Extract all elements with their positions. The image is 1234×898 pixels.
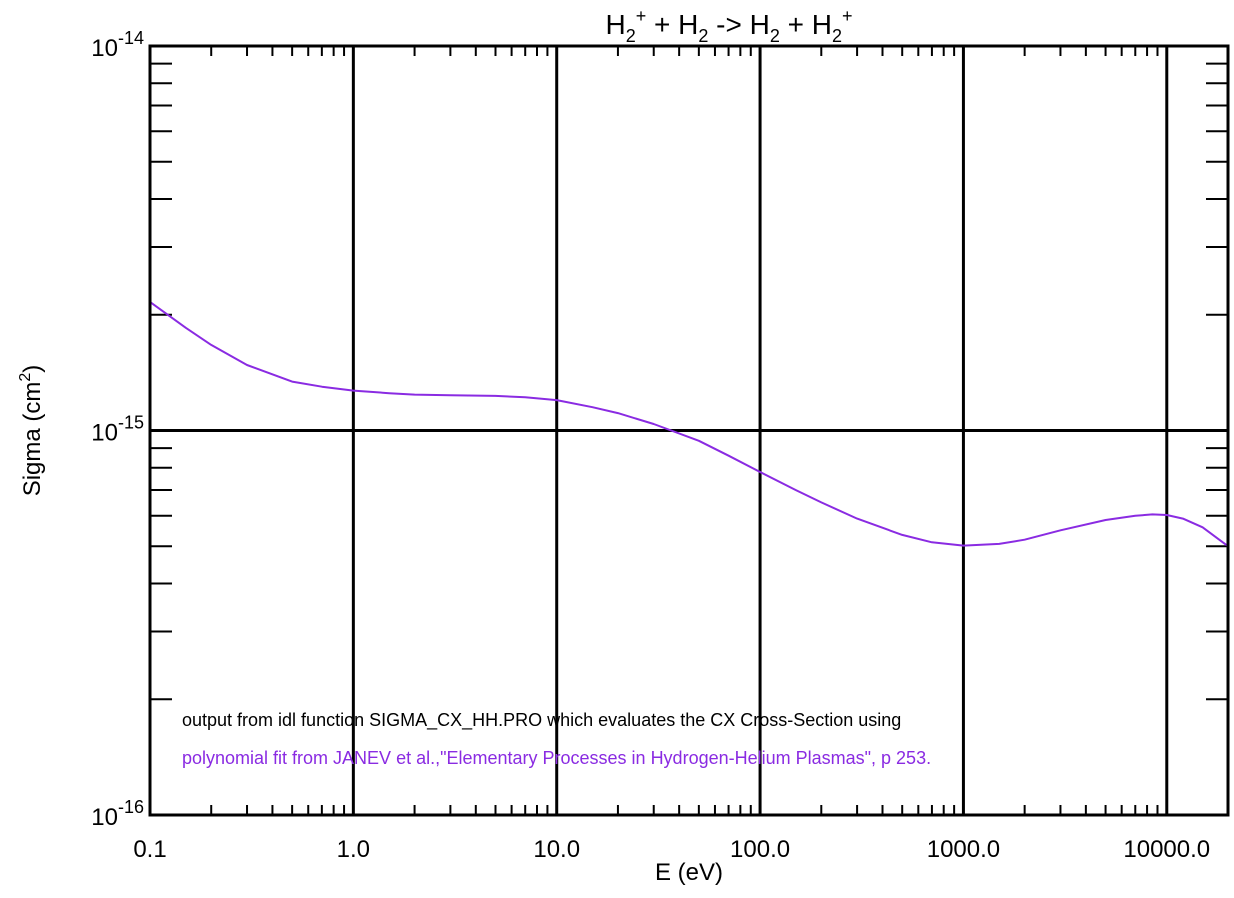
y-tick-label-exp: -16	[118, 797, 144, 817]
chart-title-part: -> H	[708, 9, 769, 40]
x-tick-label: 10000.0	[1123, 836, 1210, 863]
chart-title-part: + H	[780, 9, 832, 40]
y-axis-title: Sigma (cm2)	[17, 365, 46, 497]
chart-title-part: H	[605, 9, 625, 40]
x-tick-label: 100.0	[730, 836, 790, 863]
x-tick-label: 1.0	[337, 836, 370, 863]
y-tick-label: 10-15	[91, 413, 144, 447]
annotation-line-1: output from idl function SIGMA_CX_HH.PRO…	[182, 710, 901, 731]
y-axis-title-sup: 2	[17, 373, 34, 382]
chart-title-part: +	[636, 6, 647, 26]
chart-title-part: +	[842, 6, 853, 26]
y-tick-label: 10-14	[91, 28, 144, 62]
chart-title-part: 2	[698, 26, 708, 46]
cross-section-curve	[149, 301, 1229, 548]
x-tick-label: 0.1	[133, 836, 166, 863]
chart-title-part: + H	[646, 9, 698, 40]
y-tick-label-exp: -15	[118, 413, 144, 433]
y-tick-label-base: 10	[91, 35, 118, 62]
x-tick-label: 1000.0	[927, 836, 1000, 863]
chart-title-part: 2	[770, 26, 780, 46]
y-tick-label-exp: -14	[118, 28, 144, 48]
y-tick-label-base: 10	[91, 804, 118, 831]
chart-title-part: 2	[832, 26, 842, 46]
tick-labels: 0.1 1.0 10.0 100.0 1000.0 10000.010-1610-1510…	[91, 28, 1210, 863]
annotation-line-2: polynomial fit from JANEV et al.,"Elemen…	[182, 748, 931, 768]
x-tick-label: 10.0	[533, 836, 580, 863]
series-layer	[149, 301, 1229, 548]
x-axis-title: E (eV)	[655, 859, 723, 886]
y-axis-title-end: )	[19, 365, 46, 373]
y-tick-label-base: 10	[91, 420, 118, 447]
y-axis-title-main: Sigma (cm	[19, 382, 46, 497]
plot-frame	[148, 44, 1230, 817]
chart-title-part: 2	[626, 26, 636, 46]
chart-title: H2+ + H2 -> H2 + H2+	[605, 6, 852, 46]
grid-lines	[150, 46, 1228, 815]
y-tick-label: 10-16	[91, 797, 144, 831]
